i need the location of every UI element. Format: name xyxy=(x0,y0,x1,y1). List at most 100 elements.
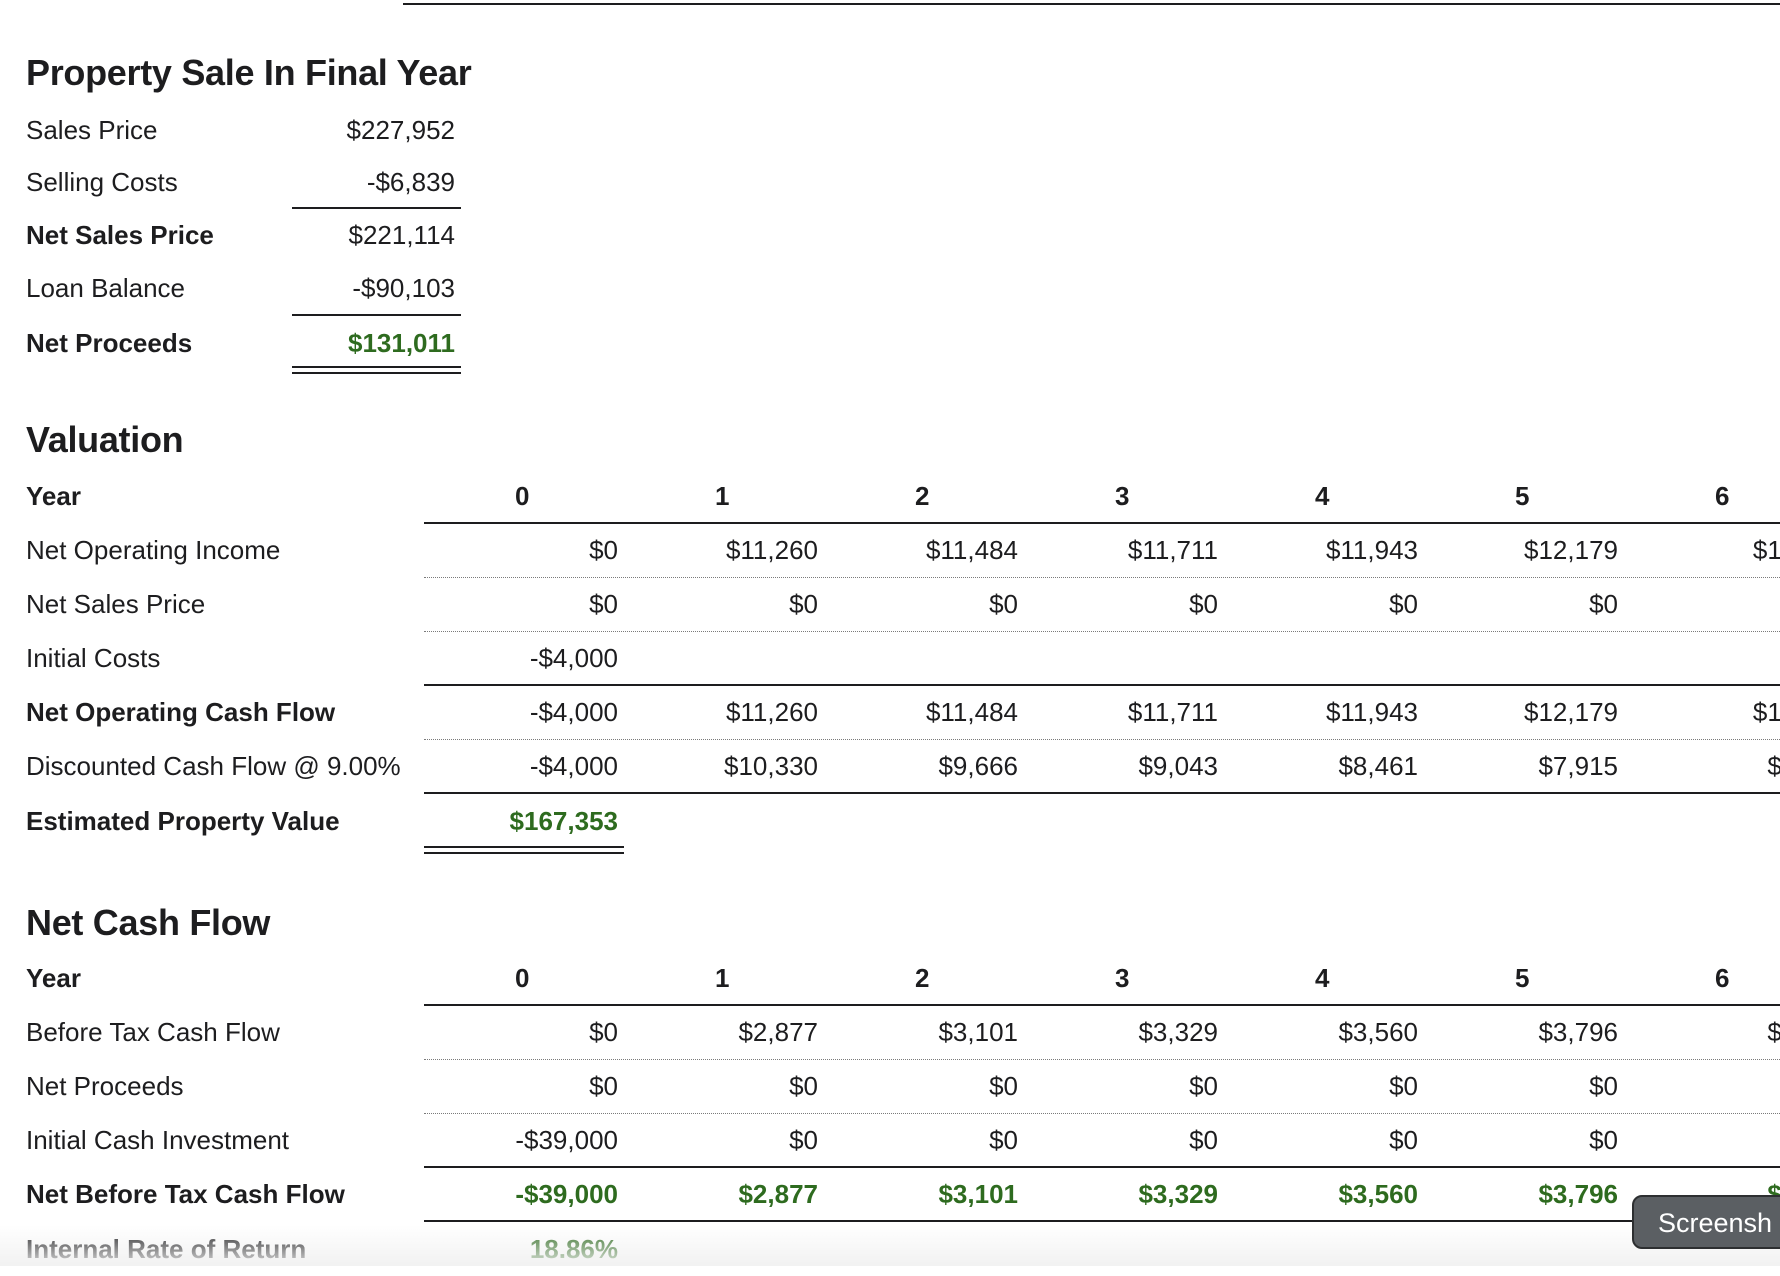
cell-year-1: $11,260 xyxy=(725,535,818,565)
subtotal-rule xyxy=(292,207,461,209)
subtotal-rule xyxy=(424,792,1780,794)
cell-year-0: $0 xyxy=(589,1017,618,1047)
valuation-year-header-row: Year 0 1 2 3 4 5 6 xyxy=(0,469,1780,523)
row-divider xyxy=(424,1059,1780,1060)
valuation-row-initial-costs: Initial Costs -$4,000 xyxy=(0,631,1780,685)
sale-row-selling-costs: Selling Costs -$6,839 xyxy=(0,155,1780,209)
cell-year-0: -$39,000 xyxy=(515,1179,618,1209)
cell-year-3: $11,711 xyxy=(1127,697,1218,727)
row-label: Initial Cash Investment xyxy=(26,1125,290,1155)
cell-year-2: $11,484 xyxy=(925,697,1018,727)
cell-year-2: $3,101 xyxy=(938,1179,1018,1209)
bottom-fade xyxy=(0,1225,1780,1266)
row-value: -$90,103 xyxy=(352,273,455,303)
row-value: $221,114 xyxy=(348,220,455,250)
cell-year-1: $0 xyxy=(789,589,818,619)
row-label: Sales Price xyxy=(26,115,158,145)
top-double-rule xyxy=(403,0,1780,5)
cell-year-6: $7,4 xyxy=(1767,751,1780,781)
section-title-valuation: Valuation xyxy=(26,419,184,460)
cell-year-5: $3,796 xyxy=(1538,1017,1618,1047)
cell-year-3: $3,329 xyxy=(1138,1179,1218,1209)
cell-year-4: $8,461 xyxy=(1338,751,1418,781)
year-header-2: 2 xyxy=(915,481,930,511)
cell-year-5: $0 xyxy=(1589,1125,1618,1155)
subtotal-rule xyxy=(424,1166,1780,1168)
header-rule xyxy=(424,522,1780,524)
cell-year-0: $0 xyxy=(589,1071,618,1101)
cell-year-3: $9,043 xyxy=(1138,751,1218,781)
cell-year-1: $0 xyxy=(789,1125,818,1155)
cashflow-row-before-tax-cash-flow: Before Tax Cash Flow $0 $2,877 $3,101 $3,32… xyxy=(0,1005,1780,1059)
cell-year-5: $12,179 xyxy=(1524,697,1618,727)
subtotal-rule xyxy=(292,314,461,316)
cell-year-6: $4,0 xyxy=(1767,1017,1780,1047)
cell-year-0: -$39,000 xyxy=(515,1125,618,1155)
year-header-5: 5 xyxy=(1515,481,1530,511)
row-label: Net Sales Price xyxy=(26,220,214,250)
valuation-row-net-sales-price: Net Sales Price $0 $0 $0 $0 $0 $0 xyxy=(0,577,1780,631)
row-label: Net Operating Income xyxy=(26,535,281,565)
cell-year-3: $0 xyxy=(1189,1125,1218,1155)
valuation-row-net-operating-cash-flow: Net Operating Cash Flow -$4,000 $11,260 $1… xyxy=(0,685,1780,739)
cell-year-4: $3,560 xyxy=(1338,1179,1418,1209)
year-header-3: 3 xyxy=(1115,481,1130,511)
section-title-property-sale: Property Sale In Final Year xyxy=(26,52,472,93)
cell-year-2: $0 xyxy=(989,1071,1018,1101)
cell-year-4: $11,943 xyxy=(1325,697,1418,727)
cell-year-3: $11,711 xyxy=(1127,535,1218,565)
sale-row-net-proceeds: Net Proceeds $131,011 xyxy=(0,316,1780,370)
tooltip-label: Screensh xyxy=(1658,1208,1773,1238)
row-label: Discounted Cash Flow @ 9.00% xyxy=(26,751,401,781)
row-value: -$6,839 xyxy=(366,167,455,197)
cell-year-6: $12,4 xyxy=(1752,535,1780,565)
cell-year-5: $0 xyxy=(1589,589,1618,619)
subtotal-rule xyxy=(424,684,1780,686)
cell-year-4: $11,943 xyxy=(1325,535,1418,565)
cell-year-0: -$4,000 xyxy=(529,697,618,727)
cashflow-row-net-before-tax-cash-flow: Net Before Tax Cash Flow -$39,000 $2,877 $… xyxy=(0,1167,1780,1221)
year-label: Year xyxy=(26,481,81,511)
cashflow-row-net-proceeds: Net Proceeds $0 $0 $0 $0 $0 $0 xyxy=(0,1059,1780,1113)
cell-year-1: $2,877 xyxy=(738,1179,818,1209)
row-label: Net Before Tax Cash Flow xyxy=(26,1179,345,1209)
cell-year-0: $0 xyxy=(589,535,618,565)
row-divider xyxy=(424,1113,1780,1114)
total-double-rule xyxy=(292,366,461,374)
cell-year-4: $0 xyxy=(1389,1125,1418,1155)
row-divider xyxy=(424,739,1780,740)
row-label: Initial Costs xyxy=(26,643,161,673)
row-value: $131,011 xyxy=(347,328,455,358)
row-divider xyxy=(424,631,1780,632)
cell-year-1: $2,877 xyxy=(738,1017,818,1047)
cell-year-3: $3,329 xyxy=(1138,1017,1218,1047)
screenshot-tooltip[interactable]: Screensh xyxy=(1632,1195,1780,1249)
row-label: Before Tax Cash Flow xyxy=(26,1017,280,1047)
cell-year-4: $0 xyxy=(1389,1071,1418,1101)
cell-year-0: -$4,000 xyxy=(529,643,618,673)
year-header-4: 4 xyxy=(1315,963,1330,993)
cell-year-5: $7,915 xyxy=(1538,751,1618,781)
row-label: Estimated Property Value xyxy=(26,806,340,836)
year-header-6: 6 xyxy=(1715,963,1730,993)
year-header-2: 2 xyxy=(915,963,930,993)
estimated-value: $167,353 xyxy=(509,806,618,836)
cell-year-2: $3,101 xyxy=(938,1017,1018,1047)
cell-year-0: $0 xyxy=(589,589,618,619)
year-header-3: 3 xyxy=(1115,963,1130,993)
cell-year-4: $0 xyxy=(1389,589,1418,619)
year-header-0: 0 xyxy=(515,963,530,993)
cell-year-1: $11,260 xyxy=(725,697,818,727)
row-value: $227,952 xyxy=(346,115,455,145)
sale-row-loan-balance: Loan Balance -$90,103 xyxy=(0,261,1780,315)
subtotal-rule xyxy=(424,1220,1780,1222)
cell-year-6: $12,4 xyxy=(1752,697,1780,727)
row-label: Net Proceeds xyxy=(26,1071,184,1101)
row-label: Net Proceeds xyxy=(26,328,193,358)
cell-year-2: $0 xyxy=(989,589,1018,619)
valuation-row-discounted-cash-flow: Discounted Cash Flow @ 9.00% -$4,000 $10,… xyxy=(0,739,1780,793)
cashflow-row-initial-cash-investment: Initial Cash Investment -$39,000 $0 $0 $0 $0… xyxy=(0,1113,1780,1167)
row-label: Net Operating Cash Flow xyxy=(26,697,336,727)
section-title-net-cash-flow: Net Cash Flow xyxy=(26,902,271,943)
cell-year-2: $0 xyxy=(989,1125,1018,1155)
